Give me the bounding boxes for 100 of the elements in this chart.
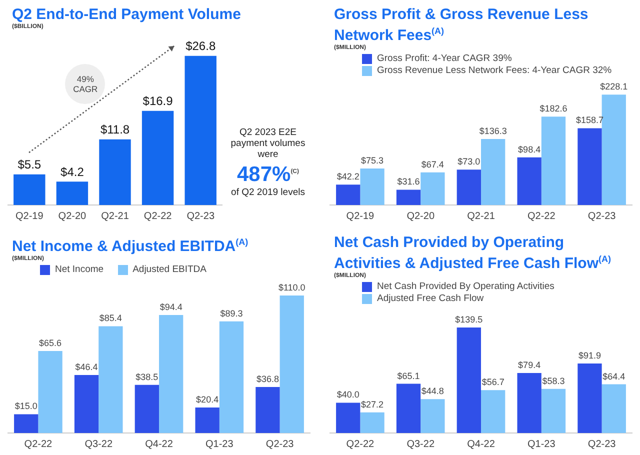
bar: [360, 168, 384, 205]
data-label: $42.2: [336, 172, 360, 182]
bar: [38, 351, 62, 433]
chart-title: Net Income & Adjusted EBITDA$^{(A)}$: [11, 236, 250, 255]
data-label: $136.3: [479, 126, 507, 136]
legend-label: Gross Profit: 4-Year CAGR 39%: [377, 53, 512, 64]
data-label: $5.5: [18, 158, 42, 172]
x-tick-label: Q2-19: [16, 210, 44, 222]
x-tick-label: Q2-20: [406, 210, 435, 222]
bar: [578, 364, 602, 433]
bar: [134, 384, 159, 433]
text: Q2 2023 E2E payment volumes were: [230, 127, 306, 160]
bar: [74, 375, 99, 433]
x-tick-label: Q2-22: [24, 438, 53, 450]
x-tick-label: Q2-21: [101, 210, 130, 222]
bar: [602, 94, 626, 205]
legend-label: Net Income: [55, 264, 104, 275]
data-label: $75.3: [361, 156, 384, 166]
data-label: $139.5: [455, 314, 483, 324]
bar: [14, 174, 46, 205]
bar: [456, 328, 481, 433]
x-tick-label: Q2-19: [346, 210, 375, 222]
bar: [56, 182, 88, 205]
x-tick-label: Q2-22: [346, 438, 375, 450]
data-label: $98.4: [518, 144, 541, 154]
data-label: $58.3: [542, 376, 565, 386]
data-label: $38.5: [136, 372, 158, 382]
chart-title: Gross Profit & Gross Revenue Less Network Fees$^{(A)}$: [333, 5, 590, 44]
data-label: $26.8: [186, 39, 216, 54]
x-tick-label: Q2-23: [588, 438, 616, 450]
text: of Q2 2019 levels: [230, 187, 306, 198]
x-tick-label: Q4-22: [145, 438, 174, 450]
text: 487%$^{(C)}$: [236, 162, 300, 187]
bar: [541, 388, 566, 433]
bar: [184, 56, 216, 205]
bar: [420, 172, 445, 205]
chart-title: Q2 End-to-End Payment Volume: [11, 5, 242, 23]
bar: [336, 184, 360, 205]
bar: [396, 384, 421, 433]
data-label: $56.7: [482, 377, 504, 388]
bar: [420, 399, 445, 433]
data-label: $65.6: [39, 338, 62, 348]
bar: [396, 190, 421, 205]
bar: [456, 170, 481, 205]
x-tick-label: Q4-22: [467, 438, 496, 450]
bar: [98, 326, 123, 433]
data-label: $44.8: [421, 386, 444, 396]
bar: [481, 390, 506, 433]
x-tick-label: Q2-23: [186, 210, 215, 222]
data-label: $94.4: [160, 302, 182, 312]
data-label: $40.0: [336, 390, 360, 400]
bar: [280, 296, 304, 433]
legend-label: Adjusted EBITDA: [132, 264, 206, 275]
annotation: 49% CAGR: [65, 64, 106, 104]
bar: [99, 139, 131, 205]
bar: [602, 384, 626, 433]
bar: [578, 128, 602, 205]
bar: [481, 139, 506, 205]
x-tick-label: Q1-23: [206, 438, 234, 450]
x-tick-label: Q2-20: [58, 210, 87, 222]
bar: [159, 315, 184, 433]
data-label: $20.4: [196, 394, 219, 404]
x-tick-label: Q2-22: [144, 210, 172, 222]
data-label: $46.4: [75, 362, 98, 372]
data-label: $85.4: [99, 313, 122, 324]
data-label: $73.0: [458, 156, 480, 167]
data-label: $228.1: [600, 82, 628, 92]
bar: [360, 412, 384, 433]
bar: [142, 110, 174, 205]
data-label: $110.0: [278, 282, 306, 292]
data-label: $36.8: [256, 374, 279, 384]
data-label: $67.4: [421, 159, 444, 170]
bar: [195, 408, 220, 433]
bar: [517, 372, 542, 433]
legend-label: Gross Revenue Less Network Fees: 4-Year CAGR 32%: [377, 65, 612, 76]
data-label: $182.6: [540, 104, 568, 114]
bar: [256, 387, 280, 433]
x-tick-label: Q2-22: [528, 210, 556, 222]
data-label: $11.8: [100, 122, 130, 137]
data-label: $65.1: [397, 370, 420, 381]
bar: [14, 414, 38, 433]
data-label: $79.4: [518, 360, 541, 370]
data-label: $89.3: [220, 308, 243, 318]
chart-title: Net Cash Provided by Operating Activities & Adjusted Free Cash Flow$^{(A)}$: [333, 233, 612, 272]
data-label: $16.9: [142, 94, 174, 108]
bar: [336, 402, 360, 433]
x-tick-label: Q2-23: [588, 210, 616, 222]
bar: [219, 321, 244, 433]
legend-label: Adjusted Free Cash Flow: [377, 293, 484, 304]
bar: [541, 116, 566, 205]
bar: [517, 157, 542, 205]
data-label: $15.0: [14, 401, 38, 412]
x-tick-label: Q2-21: [467, 210, 496, 222]
data-label: $27.2: [361, 399, 384, 410]
data-label: $91.9: [578, 350, 601, 360]
data-label: $4.2: [60, 164, 84, 179]
x-tick-label: Q1-23: [528, 438, 556, 450]
legend-label: Net Cash Provided By Operating Activities: [377, 281, 554, 292]
data-label: $64.4: [602, 371, 626, 382]
x-tick-label: Q3-22: [406, 438, 435, 450]
